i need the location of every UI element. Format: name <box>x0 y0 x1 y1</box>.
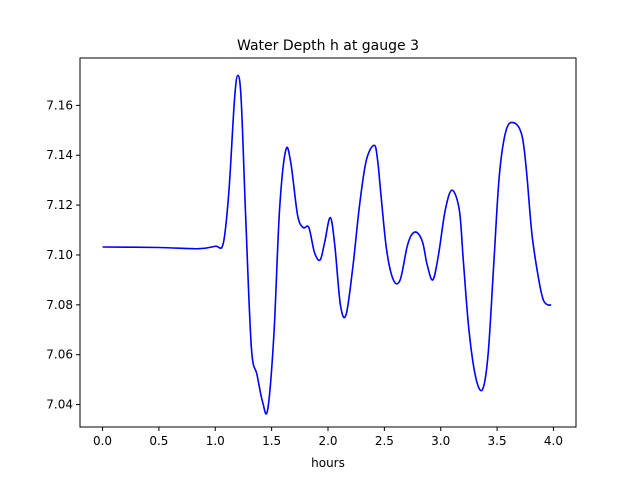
plot-frame <box>79 57 577 428</box>
y-tick-label: 7.06 <box>46 348 73 362</box>
x-axis-ticks: 0.0 0.5 1.0 1.5 2.0 2.5 3.0 3.5 4.0 <box>93 427 563 448</box>
y-tick-label: 7.04 <box>46 398 73 412</box>
x-tick-label: 3.5 <box>488 434 507 448</box>
y-tick-label: 7.08 <box>46 298 73 312</box>
y-axis-ticks: 7.04 7.06 7.08 7.10 7.12 7.14 7.16 <box>46 98 80 412</box>
x-tick-label: 4.0 <box>544 434 563 448</box>
y-tick-label: 7.16 <box>46 98 73 112</box>
series-layer <box>102 74 552 415</box>
x-tick-label: 1.0 <box>206 434 225 448</box>
x-tick-label: 2.5 <box>375 434 394 448</box>
chart-title: Water Depth h at gauge 3 <box>237 38 419 54</box>
x-tick-label: 0.5 <box>149 434 168 448</box>
x-tick-label: 1.5 <box>262 434 281 448</box>
x-tick-label: 3.0 <box>431 434 450 448</box>
x-tick-label: 0.0 <box>93 434 112 448</box>
y-tick-label: 7.12 <box>46 198 73 212</box>
y-tick-label: 7.14 <box>46 148 73 162</box>
y-tick-label: 7.10 <box>46 248 73 262</box>
water-depth-series-line <box>102 74 552 415</box>
x-axis-label: hours <box>311 456 345 470</box>
x-tick-label: 2.0 <box>318 434 337 448</box>
